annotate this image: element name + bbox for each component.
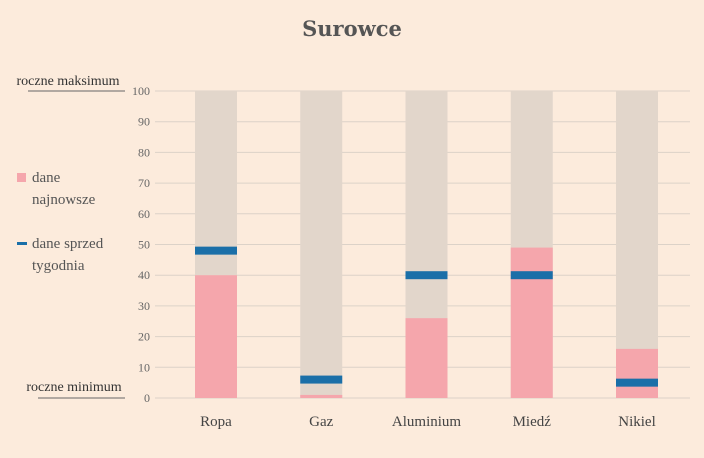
y-tick-label: 100 bbox=[132, 84, 150, 98]
annual-max-label: roczne maksimum bbox=[16, 74, 119, 89]
legend-weekago-swatch bbox=[17, 242, 27, 245]
y-tick-label: 10 bbox=[138, 360, 150, 374]
legend-weekago-label: dane sprzed tygodnia bbox=[32, 236, 104, 274]
week-ago-marker bbox=[300, 375, 343, 384]
week-ago-marker bbox=[405, 271, 448, 280]
annual-min-label: roczne minimum bbox=[26, 380, 121, 395]
week-ago-marker bbox=[510, 271, 553, 280]
y-tick-label: 30 bbox=[138, 299, 150, 313]
latest-value-bar bbox=[405, 318, 448, 398]
y-tick-label: 70 bbox=[138, 176, 150, 190]
y-tick-label: 0 bbox=[144, 391, 150, 405]
category-label: Ropa bbox=[200, 414, 232, 430]
legend-latest-label: dane najnowsze bbox=[32, 170, 96, 208]
category-label: Gaz bbox=[309, 414, 333, 430]
legend-latest-line1: dane bbox=[32, 170, 61, 186]
y-axis-ticks: 0 10 20 30 40 50 60 70 80 90 100 bbox=[132, 84, 150, 405]
legend: dane najnowsze dane sprzed tygodnia bbox=[17, 170, 104, 274]
legend-weekago-line1: dane sprzed bbox=[32, 236, 104, 252]
category-label: Nikiel bbox=[618, 414, 656, 430]
y-tick-label: 50 bbox=[138, 238, 150, 252]
week-ago-marker bbox=[195, 246, 237, 255]
latest-value-bar bbox=[195, 275, 237, 398]
y-tick-label: 60 bbox=[138, 207, 150, 221]
legend-latest-swatch bbox=[17, 173, 26, 182]
legend-latest-line2: najnowsze bbox=[32, 192, 96, 208]
y-tick-label: 90 bbox=[138, 115, 150, 129]
legend-weekago-line2: tygodnia bbox=[32, 258, 85, 274]
bars bbox=[195, 91, 658, 398]
y-tick-label: 40 bbox=[138, 268, 150, 282]
category-label: Miedź bbox=[513, 414, 552, 430]
y-tick-label: 20 bbox=[138, 330, 150, 344]
latest-value-bar bbox=[300, 394, 343, 398]
week-ago-marker bbox=[616, 378, 658, 387]
x-axis-categories: Ropa Gaz Aluminium Miedź Nikiel bbox=[200, 414, 656, 430]
chart-title: Surowce bbox=[302, 16, 402, 41]
latest-value-bar bbox=[510, 247, 553, 398]
range-bar bbox=[616, 91, 658, 398]
category-label: Aluminium bbox=[392, 414, 462, 430]
range-bar bbox=[300, 91, 343, 398]
y-tick-label: 80 bbox=[138, 145, 150, 159]
latest-value-bar bbox=[616, 348, 658, 398]
